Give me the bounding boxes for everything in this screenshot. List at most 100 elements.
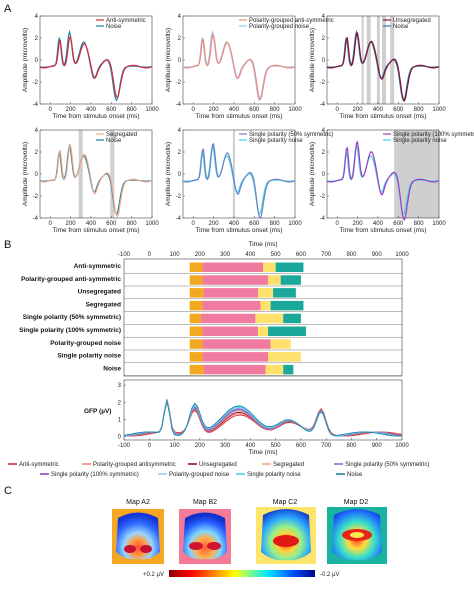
y-axis-label: Amplitude (microvolts) <box>309 142 316 206</box>
erp-plot-3: 4 2 0 -2 -4 0 200 400 600 800 1000 Time from stimul… <box>309 14 446 120</box>
gfp-label: GFP (µV) <box>84 408 111 415</box>
x-tick-label: 800 <box>127 107 138 113</box>
erp-plot-2: 4 2 0 -2 -4 0 200 400 600 800 1000 Time from stimul… <box>165 14 334 120</box>
erp-curve <box>39 143 153 216</box>
legend-label: Single polarity noise <box>393 138 447 144</box>
legend-label: Noise <box>106 24 122 30</box>
microstate-segment <box>270 339 291 349</box>
y-tick-label: 4 <box>35 14 39 20</box>
map-a2-focus-left <box>124 545 136 553</box>
x-tick-label: 0 <box>49 107 53 113</box>
row-label: Single polarity noise <box>57 353 121 360</box>
map-a2-label: Map A2 <box>126 499 150 506</box>
time-tick-label: 900 <box>372 252 383 258</box>
gfp-y-tick: 1 <box>118 417 122 423</box>
row-label: Polarity-grouped noise <box>50 340 121 347</box>
map-b2: Map B2 <box>179 499 231 564</box>
legend-label: Segregated <box>273 462 304 468</box>
x-tick-label: 400 <box>373 221 384 227</box>
x-tick-label: 200 <box>66 107 77 113</box>
y-tick-label: 2 <box>35 36 39 42</box>
y-tick-label: 0 <box>322 58 326 64</box>
y-tick-label: -2 <box>33 194 39 200</box>
map-a2-focus-right <box>140 545 152 553</box>
row-label: Noise <box>103 365 121 372</box>
legend-label: Unsegregated <box>393 18 431 24</box>
gfp-x-tick: 1000 <box>395 443 409 449</box>
gfp-frame <box>123 379 403 441</box>
segment-frame <box>123 258 403 377</box>
row-label: Segregated <box>86 301 121 308</box>
map-c2-focus <box>273 535 299 547</box>
microstate-segment <box>189 300 203 311</box>
legend-label: Single polarity noise <box>249 138 303 144</box>
legend-label: Polarity-grouped noise <box>249 24 310 30</box>
time-tick-label: -100 <box>118 252 131 258</box>
time-tick-label: 100 <box>170 252 181 258</box>
x-tick-label: 1000 <box>432 221 446 227</box>
gfp-x-tick: 100 <box>170 443 181 449</box>
legend-label: Single polarity noise <box>247 472 301 478</box>
gfp-y-tick: 2 <box>118 400 122 406</box>
y-tick-label: -2 <box>320 194 326 200</box>
x-tick-label: 600 <box>249 107 260 113</box>
y-tick-label: -2 <box>320 80 326 86</box>
significance-band <box>381 16 387 104</box>
time-tick-label: 200 <box>195 252 206 258</box>
significance-band <box>78 130 83 218</box>
microstate-segment <box>273 288 296 298</box>
map-b2-label: Map B2 <box>193 499 217 506</box>
time-tick-label: 400 <box>245 252 256 258</box>
microstate-segment <box>263 262 276 272</box>
map-c2-head <box>261 509 311 561</box>
row-label: Anti-symmetric <box>74 263 122 270</box>
row-label: Unsegregated <box>78 289 121 296</box>
x-tick-label: 800 <box>127 221 138 227</box>
y-tick-label: 0 <box>35 172 39 178</box>
legend-label: Polarity-grouped anti-symmetric <box>249 18 334 24</box>
legend-label: Noise <box>347 472 363 478</box>
legend-label: Single polarity (50% symmetric) <box>249 132 333 138</box>
time-label-top: Time (ms) <box>248 241 277 248</box>
map-d2-focus-core <box>350 532 364 538</box>
gfp-x-tick: 300 <box>220 443 231 449</box>
microstate-segment <box>189 313 202 324</box>
row-label: Single polarity (100% symmetric) <box>19 327 121 334</box>
y-tick-label: -2 <box>33 80 39 86</box>
legend-label: Noise <box>106 138 122 144</box>
panel-c-topographic-maps: Map A2 Map B2 Map C2 Map D2 +0. <box>112 499 387 578</box>
y-tick-label: 2 <box>322 150 326 156</box>
map-a2-head <box>116 512 160 560</box>
y-tick-label: -2 <box>176 80 182 86</box>
time-tick-label: 0 <box>148 252 152 258</box>
erp-curve <box>39 144 153 218</box>
x-tick-label: 800 <box>414 107 425 113</box>
erp-plot-6: 4 2 0 -2 -4 0 200 400 600 800 1000 Time from stimul… <box>309 128 474 234</box>
microstate-segment <box>189 364 204 375</box>
x-tick-label: 0 <box>336 107 340 113</box>
y-axis-label: Amplitude (microvolts) <box>165 142 172 206</box>
microstate-segment <box>202 275 269 285</box>
significance-band <box>394 130 439 218</box>
legend-label: Single polarity (100% symmetric) <box>51 472 139 478</box>
x-tick-label: 1000 <box>145 221 159 227</box>
erp-curve <box>39 29 153 102</box>
map-b2-focus-right <box>207 542 221 550</box>
x-tick-label: 400 <box>229 107 240 113</box>
erp-curve <box>326 32 440 102</box>
panel-b-microstate-segments: Time (ms)-100 0 100 200 300 400 500 600 700 800 90… <box>8 241 429 478</box>
row-label: Single polarity (50% symmetric) <box>23 314 121 321</box>
erp-curve <box>39 35 153 99</box>
map-c2: Map C2 <box>256 499 316 564</box>
y-tick-label: 0 <box>178 172 182 178</box>
y-tick-label: -2 <box>176 194 182 200</box>
legend-label: Single polarity (100% symmetric) <box>393 132 474 138</box>
gfp-legend: Anti-symmetric Polarity-grouped antisymme… <box>8 462 429 478</box>
microstate-segment <box>265 364 284 375</box>
y-tick-label: -4 <box>33 216 39 222</box>
microstate-segment <box>189 326 203 336</box>
x-tick-label: 600 <box>393 221 404 227</box>
gfp-curve <box>123 401 403 437</box>
microstate-segment <box>189 288 204 298</box>
